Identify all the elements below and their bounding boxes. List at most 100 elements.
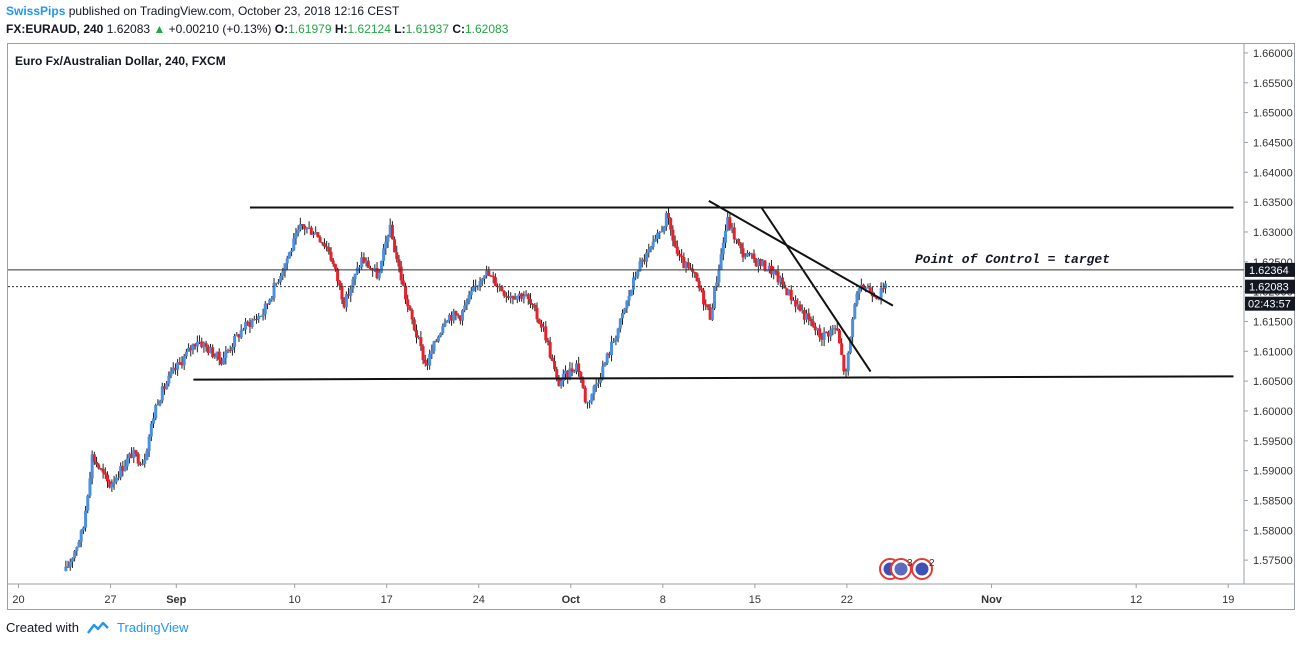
candle-body (555, 369, 559, 378)
candle-body (123, 466, 127, 471)
candle-body (384, 241, 388, 249)
candle-body (599, 378, 603, 383)
candle-body (557, 377, 561, 386)
candle-body (509, 296, 513, 299)
candle-body (66, 566, 70, 568)
candle-body (476, 285, 480, 287)
y-tick-label: 1.64000 (1253, 167, 1293, 179)
close-label: C: (452, 22, 465, 36)
candle-body (412, 319, 416, 331)
candle-body (290, 250, 294, 253)
candle-body (158, 400, 162, 405)
candle-body (524, 294, 528, 297)
candle-body (480, 278, 484, 282)
candle-body (813, 326, 817, 331)
candle-body (833, 328, 837, 330)
candle-body (614, 338, 618, 342)
candle-body (826, 332, 830, 337)
candle-body (649, 247, 653, 250)
candle-body (195, 341, 199, 347)
y-tick-label: 1.65000 (1253, 108, 1293, 120)
candle-body (259, 315, 263, 317)
candle-body (763, 260, 767, 271)
price-labels: 1.62364 1.62083 02:43:57 (8, 262, 1295, 311)
candle-body (244, 321, 248, 330)
tradingview-link[interactable]: TradingView (116, 620, 189, 635)
footer: Created with TradingView (6, 620, 189, 635)
open-value: 1.61979 (288, 22, 332, 36)
time-axis: 20 27 Sep 10 17 24 Oct 8 15 22 Nov 12 19 (12, 584, 1234, 606)
candle-body (90, 454, 94, 479)
candle-body (75, 547, 79, 552)
candle-body (428, 354, 432, 366)
candle-body (805, 313, 809, 320)
candle-body (629, 289, 633, 296)
candle-body (682, 257, 686, 269)
candle-body (710, 308, 714, 320)
author-name[interactable]: SwissPips (6, 4, 66, 18)
candle-body (620, 312, 624, 319)
candle-body (246, 321, 250, 323)
candle-body (656, 233, 660, 239)
candle-body (647, 249, 651, 253)
y-tick-label: 1.61500 (1253, 316, 1293, 328)
candle-body (686, 262, 690, 268)
candle-body (152, 418, 156, 424)
candle-body (471, 286, 475, 292)
candle-body (141, 463, 145, 465)
candle-body (680, 255, 684, 258)
candle-body (307, 227, 311, 229)
candle-body (401, 280, 405, 286)
candle-body (785, 288, 789, 296)
symbol-line: FX:EURAUD, 240 1.62083 ▲ +0.00210 (+0.13… (6, 22, 508, 36)
candle-body (397, 259, 401, 267)
candle-body (526, 294, 530, 300)
candle-body (338, 281, 342, 286)
candle-body (631, 277, 635, 290)
candle-body (189, 347, 193, 351)
candle-body (368, 267, 372, 270)
candle-body (721, 242, 725, 255)
candle-body (851, 318, 855, 338)
candle-body (862, 284, 866, 289)
candle-body (809, 318, 813, 322)
candle-body (329, 251, 333, 261)
candle-body (517, 293, 521, 297)
candle-body (719, 254, 723, 270)
candle-body (485, 270, 489, 276)
candle-body (366, 260, 370, 268)
candle-body (461, 310, 465, 321)
candle-body (868, 287, 872, 292)
candle-body (425, 363, 429, 366)
candle-body (759, 259, 763, 266)
last-price: 1.62083 (106, 22, 151, 36)
candle-body (88, 478, 92, 496)
candle-body (208, 347, 212, 354)
candle-body (443, 322, 447, 327)
candle-body (68, 561, 72, 567)
event-badges[interactable]: 3 2 (879, 558, 935, 580)
candle-body (559, 381, 563, 386)
candle-body (743, 256, 747, 258)
candle-body (430, 351, 434, 355)
candle-body (340, 285, 344, 300)
trend-1-line (708, 200, 894, 307)
tradingview-logo-icon[interactable] (87, 621, 109, 635)
x-tick-label: 17 (381, 594, 393, 606)
candle-body (84, 510, 88, 528)
candle-body (410, 309, 414, 320)
close-value: 1.62083 (464, 22, 509, 36)
candle-body (270, 297, 274, 300)
candle-body (491, 275, 495, 278)
candle-body (855, 293, 859, 305)
candle-body (846, 352, 850, 371)
candle-body (616, 328, 620, 339)
y-tick-label: 1.59000 (1253, 466, 1293, 478)
candle-body (603, 363, 607, 367)
candle-body (590, 394, 594, 402)
candle-body (776, 271, 780, 283)
candle-body (756, 259, 760, 267)
price-tag-label: 1.62083 (1249, 282, 1289, 294)
candle-body (824, 331, 828, 333)
